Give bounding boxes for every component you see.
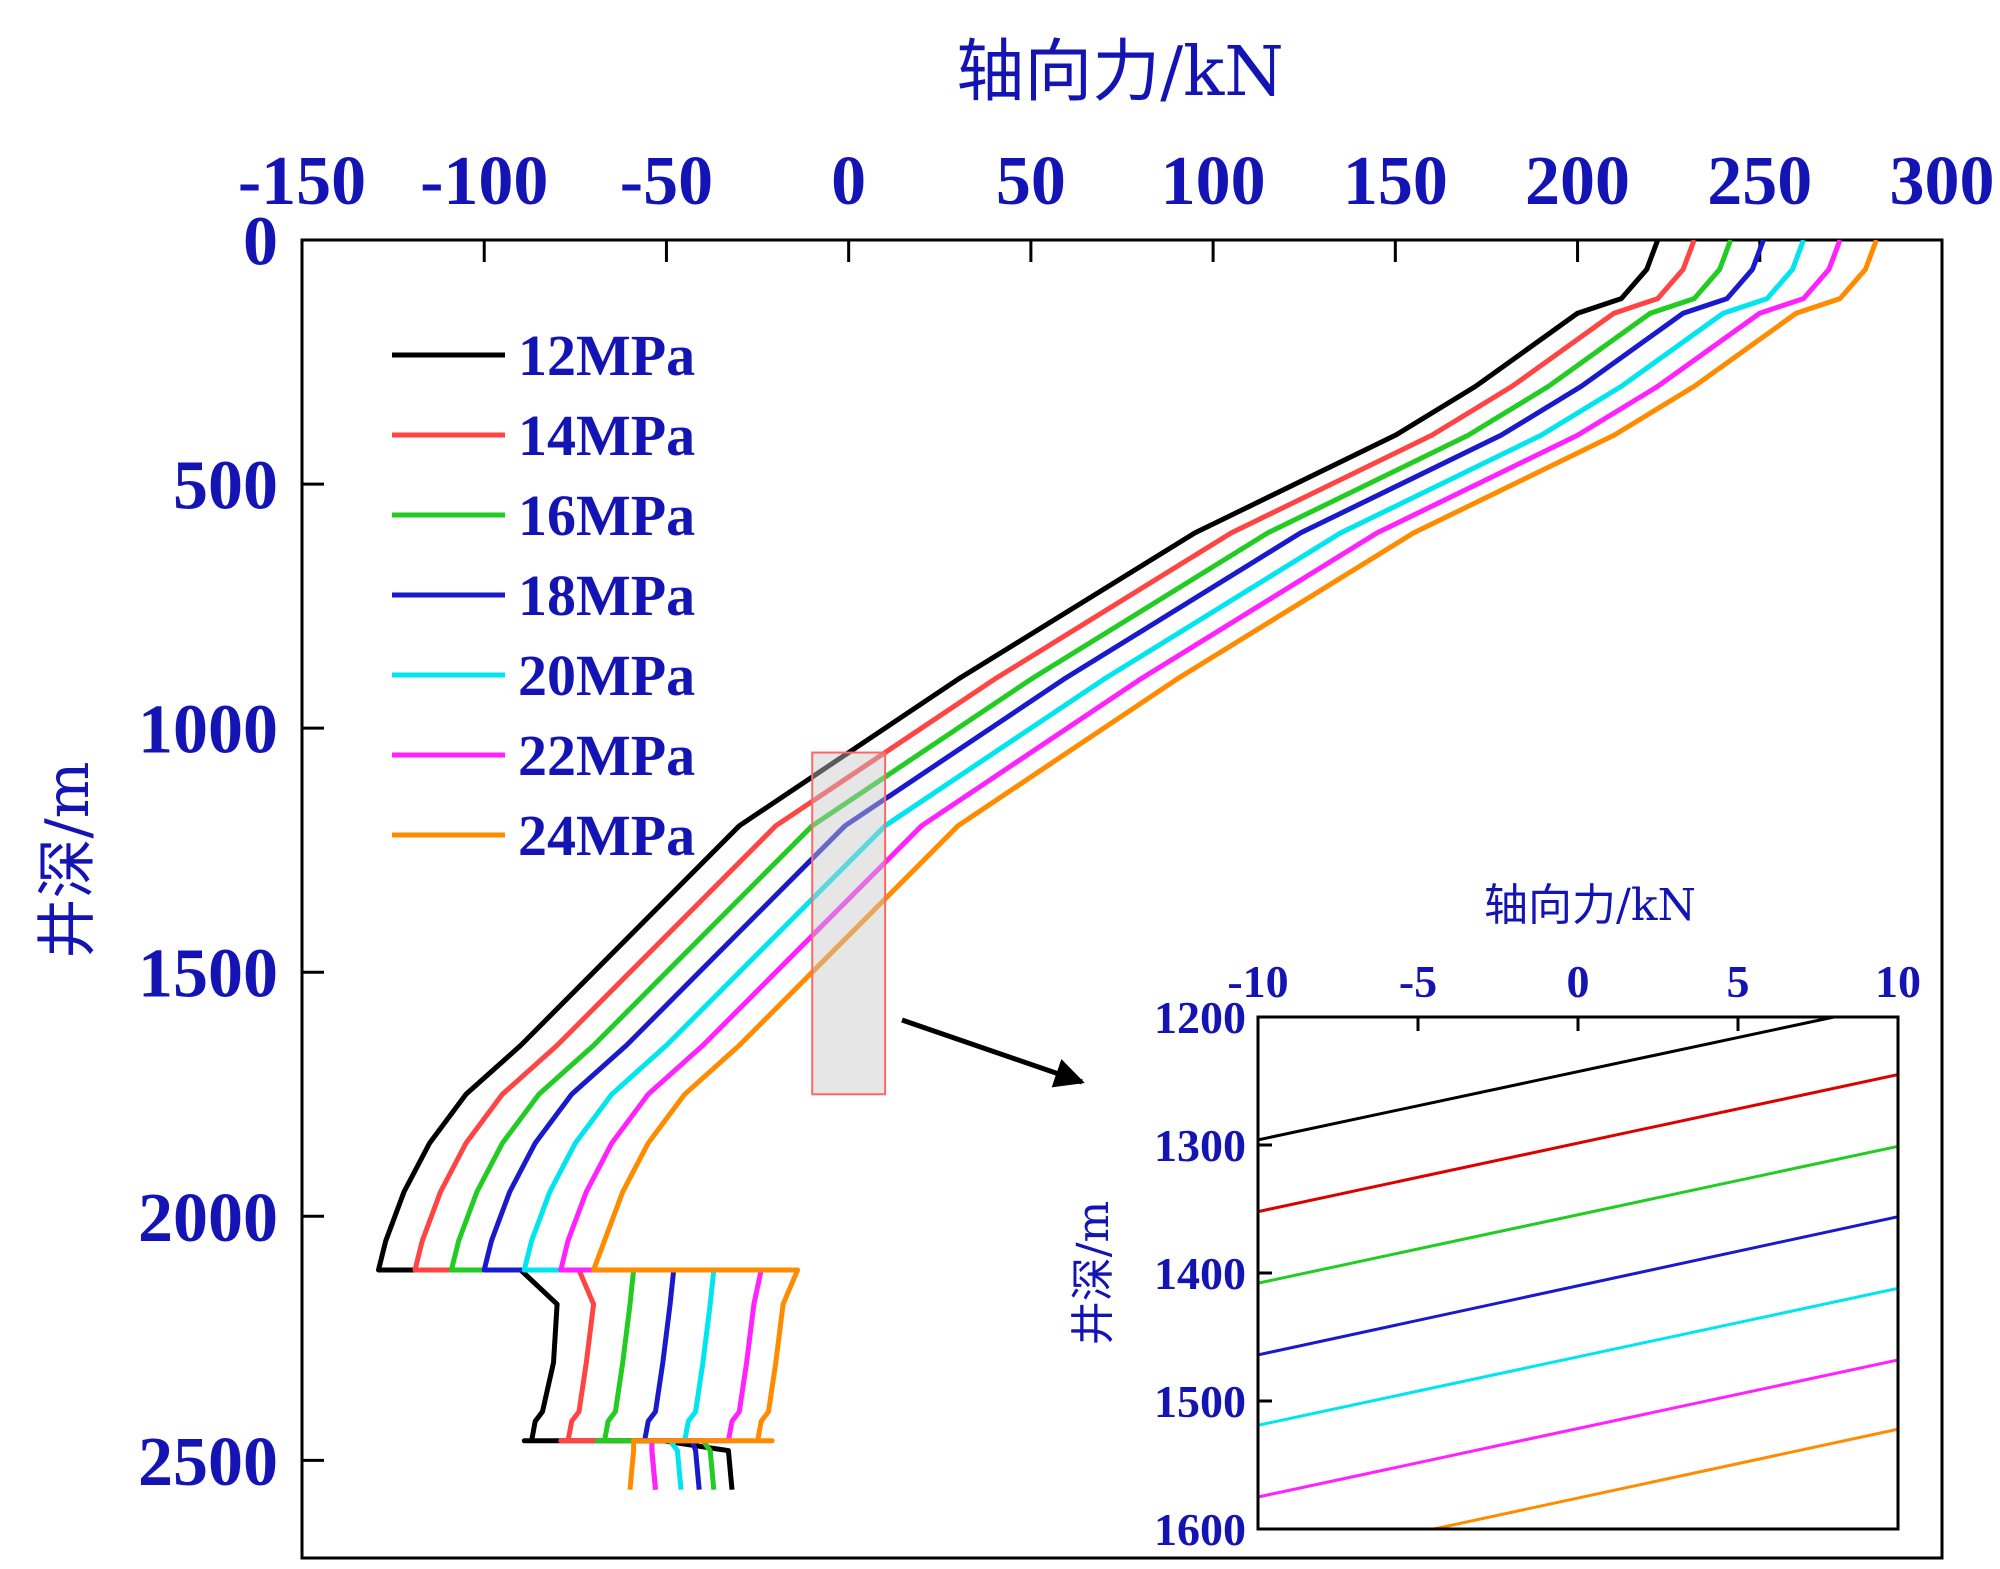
inset-x-ticks: -10 -5 0 5 10 [1227,956,1921,1031]
y-tick-label: 2000 [138,1180,278,1257]
inset-background [1258,1017,1898,1529]
x-tick-label: 150 [1343,143,1448,220]
x-tick-label: -5 [1399,956,1437,1007]
series-line-14MPa [412,240,1697,1490]
inset-x-axis-title: 轴向力/kN [1484,880,1696,931]
y-tick-label: 0 [243,204,278,281]
x-tick-label: 200 [1525,143,1630,220]
x-tick-label: -50 [620,143,713,220]
legend-label-22MPa: 22MPa [518,723,695,788]
series-line-12MPa [1258,1017,1835,1142]
legend-label-16MPa: 16MPa [518,483,695,548]
series-line-16MPa [448,240,1733,1490]
main-x-ticks: -150 -100 -50 0 50 100 150 200 250 300 [238,143,1995,262]
series-line-16MPa [1258,1144,1898,1285]
legend-label-24MPa: 24MPa [518,803,695,868]
main-y-ticks: 0 500 1000 1500 2000 2500 [138,204,324,1501]
x-tick-label: 0 [1567,956,1590,1007]
zoom-highlight-region [811,751,887,1096]
series-line-14MPa [1258,1073,1898,1214]
y-tick-label: 2500 [138,1424,278,1501]
series-line-12MPa [376,240,1661,1490]
x-tick-label: 100 [1161,143,1266,220]
main-plot-frame [300,238,1944,1560]
y-tick-label: 1600 [1154,1504,1246,1555]
series-line-18MPa [1258,1215,1898,1357]
x-tick-label: -100 [420,143,548,220]
x-axis-title: 轴向力/kN [956,33,1284,112]
inset-y-axis-title: 井深/m [1068,1201,1119,1346]
y-tick-label: 1300 [1154,1120,1246,1171]
x-tick-label: 50 [996,143,1066,220]
x-tick-label: 5 [1727,956,1750,1007]
x-tick-label: 250 [1707,143,1812,220]
series-line-24MPa [1433,1427,1898,1529]
legend-label-12MPa: 12MPa [518,323,695,388]
y-tick-label: 1000 [138,692,278,769]
legend-label-20MPa: 20MPa [518,643,695,708]
y-tick-label: 1400 [1154,1248,1246,1299]
x-tick-label: 0 [831,143,866,220]
main-series-lines [376,240,1879,1490]
legend: 12MPa 14MPa 16MPa 18MPa 20MPa 22MPa 24MPa [392,323,695,868]
y-tick-label: 500 [173,448,278,525]
y-tick-label: 1500 [1154,1376,1246,1427]
legend-label-14MPa: 14MPa [518,403,695,468]
series-line-24MPa [591,240,1879,1490]
zoom-arrow [901,1017,1085,1088]
x-tick-label: -10 [1227,956,1288,1007]
series-line-18MPa [481,240,1766,1490]
series-line-20MPa [521,240,1806,1490]
x-tick-label: 300 [1890,143,1995,220]
legend-label-18MPa: 18MPa [518,563,695,628]
series-line-22MPa [1258,1358,1898,1499]
inset-y-ticks: 1200 1300 1400 1500 1600 [1154,992,1272,1555]
series-line-20MPa [1258,1286,1898,1427]
y-tick-label: 1200 [1154,992,1246,1043]
series-line-22MPa [558,240,1843,1490]
inset-series-lines [1258,1017,1898,1529]
x-tick-label: -150 [238,143,366,220]
y-axis-title: 井深/m [33,761,103,958]
x-tick-label: 10 [1875,956,1921,1007]
y-tick-label: 1500 [138,936,278,1013]
